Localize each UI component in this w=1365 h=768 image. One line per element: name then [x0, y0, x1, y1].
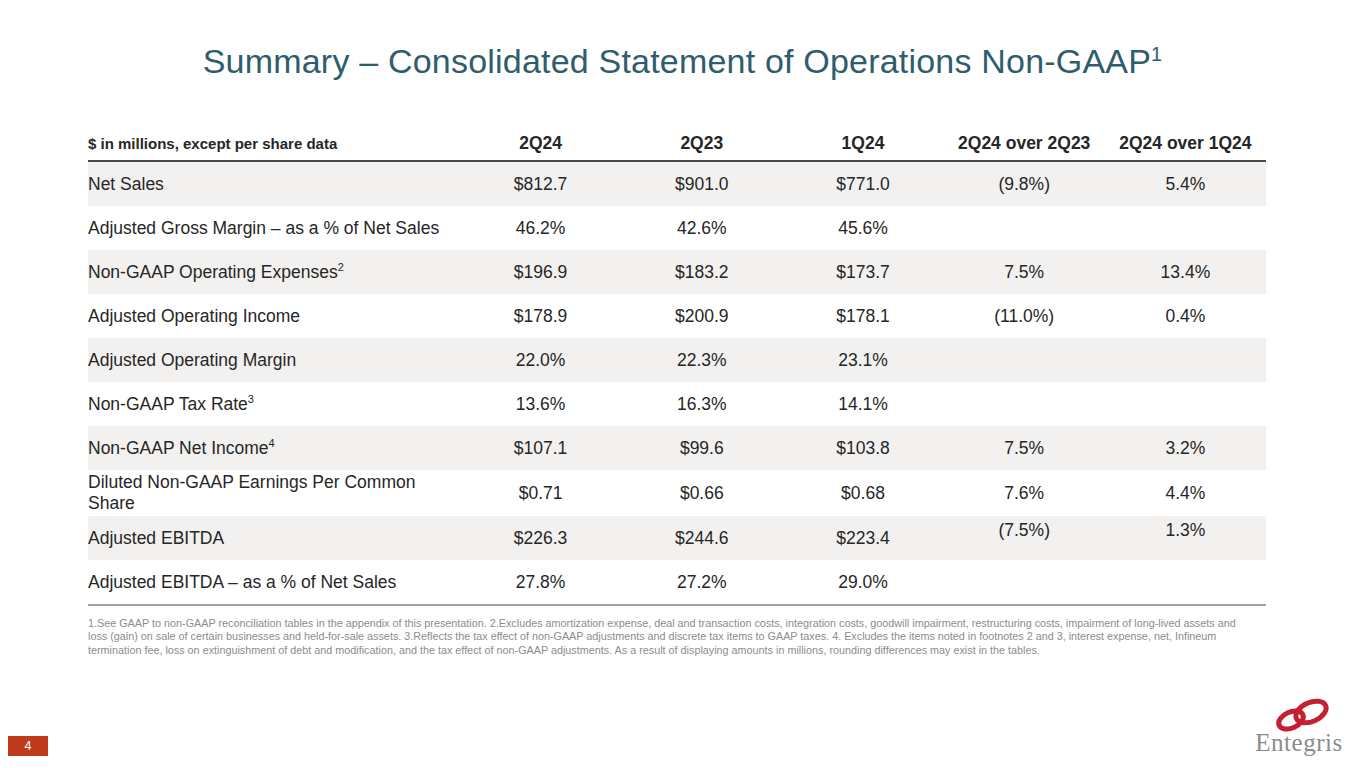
table-body: Net Sales $812.7 $901.0 $771.0 (9.8%) 5.…	[88, 162, 1266, 606]
cell-value: 42.6%	[621, 218, 782, 239]
row-label: Non-GAAP Tax Rate3	[88, 394, 460, 415]
cell-value: $103.8	[782, 438, 943, 459]
cell-value: $99.6	[621, 438, 782, 459]
cell-value: $196.9	[460, 262, 621, 283]
cell-value: $901.0	[621, 174, 782, 195]
table-row-non-gaap-net-income: Non-GAAP Net Income4 $107.1 $99.6 $103.8…	[88, 426, 1266, 470]
cell-value: $244.6	[621, 528, 782, 549]
cell-value: $107.1	[460, 438, 621, 459]
table-row-adjusted-operating-margin: Adjusted Operating Margin 22.0% 22.3% 23…	[88, 338, 1266, 382]
cell-value: $771.0	[782, 174, 943, 195]
entegris-logo: Entegris	[1247, 698, 1351, 757]
page-number-badge: 4	[8, 736, 48, 756]
row-label: Adjusted Gross Margin – as a % of Net Sa…	[88, 218, 460, 239]
table-row-non-gaap-tax-rate: Non-GAAP Tax Rate3 13.6% 16.3% 14.1%	[88, 382, 1266, 426]
cell-value: 23.1%	[782, 350, 943, 371]
cell-value: 22.0%	[460, 350, 621, 371]
financial-table: $ in millions, except per share data 2Q2…	[88, 133, 1266, 606]
cell-value: $183.2	[621, 262, 782, 283]
cell-value: $812.7	[460, 174, 621, 195]
cell-value: 7.6%	[944, 483, 1105, 504]
row-label: Adjusted EBITDA	[88, 528, 460, 549]
cell-value: 13.4%	[1105, 262, 1266, 283]
cell-value: 27.2%	[621, 572, 782, 593]
row-label: Net Sales	[88, 174, 460, 195]
cell-value: $178.1	[782, 306, 943, 327]
row-label: Non-GAAP Net Income4	[88, 438, 460, 459]
slide-title: Summary – Consolidated Statement of Oper…	[0, 42, 1365, 81]
entegris-logo-text: Entegris	[1247, 729, 1351, 757]
table-row-diluted-non-gaap-eps: Diluted Non-GAAP Earnings Per Common Sha…	[88, 470, 1266, 516]
column-header-1q24: 1Q24	[782, 133, 943, 154]
cell-value: 4.4%	[1105, 483, 1266, 504]
column-header-2q23: 2Q23	[621, 133, 782, 154]
cell-value: 45.6%	[782, 218, 943, 239]
row-label: Adjusted Operating Income	[88, 306, 460, 327]
column-header-2q24-over-2q23: 2Q24 over 2Q23	[944, 133, 1105, 154]
cell-value: 27.8%	[460, 572, 621, 593]
row-label: Adjusted Operating Margin	[88, 350, 460, 371]
slide-title-text: Summary – Consolidated Statement of Oper…	[203, 42, 1151, 80]
cell-value: (9.8%)	[944, 174, 1105, 195]
cell-value: 29.0%	[782, 572, 943, 593]
cell-value: $173.7	[782, 262, 943, 283]
row-label: Non-GAAP Operating Expenses2	[88, 262, 460, 283]
column-header-2q24: 2Q24	[460, 133, 621, 154]
cell-value: 46.2%	[460, 218, 621, 239]
cell-value: 5.4%	[1105, 174, 1266, 195]
cell-value: $0.71	[460, 483, 621, 504]
table-unit-label: $ in millions, except per share data	[88, 135, 460, 153]
cell-value: 7.5%	[944, 262, 1105, 283]
cell-value: $223.4	[782, 528, 943, 549]
cell-value: $178.9	[460, 306, 621, 327]
cell-value: $0.66	[621, 483, 782, 504]
cell-value: 16.3%	[621, 394, 782, 415]
cell-value: $226.3	[460, 528, 621, 549]
cell-value: 0.4%	[1105, 306, 1266, 327]
row-label: Adjusted EBITDA – as a % of Net Sales	[88, 572, 460, 593]
footnote-text: 1.See GAAP to non-GAAP reconciliation ta…	[88, 617, 1238, 657]
column-header-2q24-over-1q24: 2Q24 over 1Q24	[1105, 133, 1266, 154]
cell-value: 14.1%	[782, 394, 943, 415]
table-row-adjusted-gross-margin: Adjusted Gross Margin – as a % of Net Sa…	[88, 206, 1266, 250]
row-label: Diluted Non-GAAP Earnings Per Common Sha…	[88, 472, 460, 514]
table-row-adjusted-ebitda: Adjusted EBITDA $226.3 $244.6 $223.4 (7.…	[88, 516, 1266, 560]
table-row-adjusted-ebitda-percent: Adjusted EBITDA – as a % of Net Sales 27…	[88, 560, 1266, 604]
cell-value: 3.2%	[1105, 438, 1266, 459]
cell-value: 7.5%	[944, 438, 1105, 459]
cell-value: $0.68	[782, 483, 943, 504]
table-row-adjusted-operating-income: Adjusted Operating Income $178.9 $200.9 …	[88, 294, 1266, 338]
table-row-net-sales: Net Sales $812.7 $901.0 $771.0 (9.8%) 5.…	[88, 162, 1266, 206]
cell-value: (11.0%)	[944, 306, 1105, 327]
cell-value: 22.3%	[621, 350, 782, 371]
slide-title-footnote-ref: 1	[1151, 43, 1162, 65]
table-header-row: $ in millions, except per share data 2Q2…	[88, 133, 1266, 162]
cell-value: (7.5%)	[944, 520, 1105, 541]
cell-value: $200.9	[621, 306, 782, 327]
table-row-non-gaap-operating-expenses: Non-GAAP Operating Expenses2 $196.9 $183…	[88, 250, 1266, 294]
cell-value: 1.3%	[1105, 520, 1266, 541]
cell-value: 13.6%	[460, 394, 621, 415]
